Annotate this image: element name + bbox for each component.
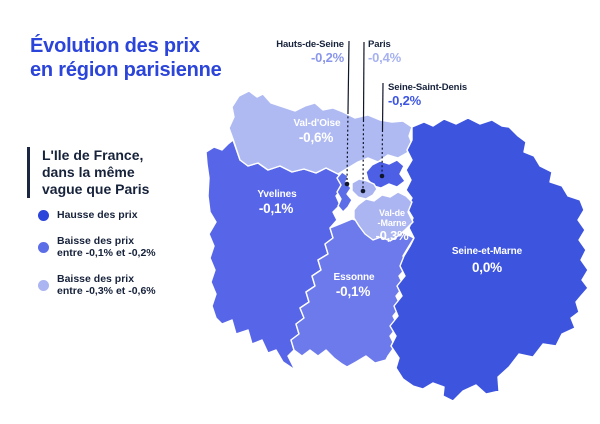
legend-item-baisse-forte: Baisse des prix entre -0,3% et -0,6% xyxy=(38,273,198,298)
label-yvelines-value: -0,1% xyxy=(259,201,293,216)
label-val-doise-name: Val-d'Oise xyxy=(294,118,341,129)
callout-seine-saint-denis-value: -0,2% xyxy=(388,93,422,108)
leader-dot-hauts-de-seine xyxy=(344,181,350,187)
subtitle-line1: L'Ile de France, xyxy=(42,147,144,163)
legend-label-hausse: Hausse des prix xyxy=(57,209,138,221)
region-hauts-de-seine xyxy=(336,171,353,213)
leader-dot-paris xyxy=(360,188,366,194)
leader-line-seine-saint-denis xyxy=(381,82,384,131)
legend-label-baisse-forte-line1: Baisse des prix xyxy=(57,272,135,285)
leader-dot-seine-saint-denis xyxy=(379,173,385,179)
page-title-line1: Évolution des prix xyxy=(30,35,200,57)
page-title-line2: en région parisienne xyxy=(30,59,222,81)
region-seine-saint-denis xyxy=(365,159,406,189)
legend-dot-baisse-forte xyxy=(38,279,49,291)
callout-paris-value: -0,4% xyxy=(368,50,402,65)
legend-dot-hausse xyxy=(38,209,49,221)
leader-line-hauts-de-seine xyxy=(347,40,350,113)
region-seine-et-marne xyxy=(389,117,589,402)
callout-hauts-de-seine-value: -0,2% xyxy=(311,50,345,65)
region-val-de-marne xyxy=(353,191,414,242)
legend-label-baisse-forte-line2: entre -0,3% et -0,6% xyxy=(57,285,156,297)
label-val-de-marne-value: -0,3% xyxy=(376,228,410,243)
label-seine-et-marne-name: Seine-et-Marne xyxy=(452,246,523,257)
callout-labels: Hauts-de-Seine -0,2% Paris -0,4% Seine-S… xyxy=(276,39,467,108)
legend-item-hausse: Hausse des prix xyxy=(38,209,198,222)
page-title: Évolution des prix en région parisienne xyxy=(30,34,222,82)
leader-line-hauts-de-seine-dashed xyxy=(346,111,349,182)
label-essonne-value: -0,1% xyxy=(336,284,370,299)
label-yvelines-name: Yvelines xyxy=(257,189,297,200)
legend-label-baisse-moderee-line2: entre -0,1% et -0,2% xyxy=(57,247,156,259)
label-essonne-name: Essonne xyxy=(334,272,376,283)
callout-seine-saint-denis-name: Seine-Saint-Denis xyxy=(388,82,467,93)
callout-hauts-de-seine-name: Hauts-de-Seine xyxy=(276,39,344,50)
label-val-de-marne-name-line2: -Marne xyxy=(378,218,407,228)
label-val-de-marne-name-line1: Val-de xyxy=(379,208,405,218)
legend-label-baisse-moderee-line1: Baisse des prix xyxy=(57,234,135,247)
leader-line-seine-saint-denis-dashed xyxy=(381,129,384,174)
legend-dot-baisse-moderee xyxy=(38,241,49,253)
legend-item-baisse-moderee: Baisse des prix entre -0,1% et -0,2% xyxy=(38,235,198,260)
subtitle-line3: vague que Paris xyxy=(42,181,150,197)
subtitle-line2: dans la même xyxy=(42,164,135,180)
callout-paris-name: Paris xyxy=(368,39,391,50)
leader-line-paris xyxy=(362,41,365,121)
legend-label-baisse-forte: Baisse des prix entre -0,3% et -0,6% xyxy=(57,273,156,298)
legend: Hausse des prix Baisse des prix entre -0… xyxy=(38,209,198,311)
label-val-doise-value: -0,6% xyxy=(299,130,333,145)
callout-leader-lines xyxy=(344,40,385,194)
region-paris xyxy=(351,178,378,200)
map-labels: Val-d'Oise -0,6% Yvelines -0,1% Essonne … xyxy=(257,118,522,299)
label-seine-et-marne-value: 0,0% xyxy=(472,260,502,275)
legend-label-baisse-moderee: Baisse des prix entre -0,1% et -0,2% xyxy=(57,235,156,260)
subtitle-note: L'Ile de France, dans la même vague que … xyxy=(27,147,192,198)
